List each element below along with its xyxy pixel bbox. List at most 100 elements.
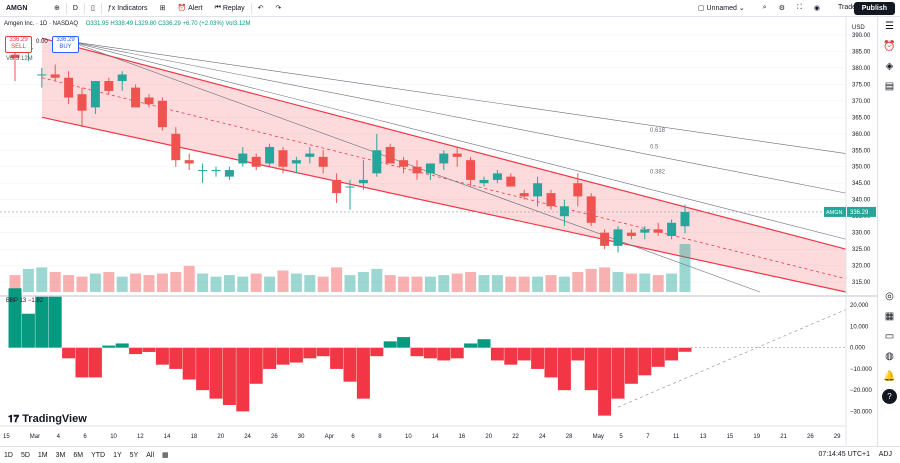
replay-button[interactable]: ⏮ Replay [209, 0, 251, 17]
volume-bar [398, 276, 410, 292]
chart-type-button[interactable]: ▯ [85, 0, 101, 17]
range-button-3m[interactable]: 3M [55, 451, 66, 459]
range-button-all[interactable]: All [146, 451, 155, 459]
divider [83, 2, 85, 14]
volume-bar [170, 272, 182, 292]
channel-upper-line[interactable] [41, 37, 847, 250]
price-tick-label: 360.00 [852, 132, 871, 138]
candle-body [37, 74, 47, 76]
layers-icon[interactable]: ◈ [885, 61, 894, 72]
range-button-5d[interactable]: 5D [20, 451, 30, 459]
templates-button[interactable]: ⊞ [154, 0, 172, 17]
range-button-5y[interactable]: 5Y [129, 451, 139, 459]
candle-body [626, 232, 636, 236]
osc-tick-label: −30.000 [850, 409, 873, 415]
indicators-button[interactable]: ƒx Indicators [102, 0, 154, 17]
channel-mid-line[interactable] [41, 77, 847, 280]
bbp-bar [196, 347, 210, 391]
range-button-ytd[interactable]: YTD [91, 451, 106, 459]
bbp-bar [289, 347, 303, 363]
help-icon[interactable]: ? [882, 389, 897, 404]
gear-icon: ⚙ [778, 5, 785, 12]
candle-body [559, 206, 569, 217]
bell-icon[interactable]: 🔔 [883, 371, 896, 382]
snapshot-button[interactable]: ◉ [808, 0, 826, 17]
osc-tick-label: −10.000 [850, 367, 873, 373]
alert-button[interactable]: ⏰ Alert [171, 0, 208, 17]
trade-button[interactable]: Trade [837, 4, 856, 11]
bbp-bar [638, 347, 652, 376]
chat-icon[interactable]: ▭ [884, 331, 895, 342]
quick-search-button[interactable]: ⌕ [757, 0, 773, 17]
undo-button[interactable]: ↶ [252, 0, 270, 17]
redo-button[interactable]: ↷ [270, 0, 288, 17]
range-button-1m[interactable]: 1M [37, 451, 48, 459]
adjust-toggle[interactable]: ADJ [878, 451, 892, 458]
bbp-bar [383, 341, 397, 348]
sell-button[interactable]: 336.29 SELL [5, 36, 32, 53]
sell-price: 336.29 [9, 37, 28, 43]
candle-body [439, 153, 449, 164]
time-tick-label: May [593, 434, 604, 440]
time-tick-label: 26 [807, 434, 814, 440]
time-tick-label: 10 [110, 434, 117, 440]
publish-button[interactable]: Publish [853, 2, 895, 15]
bbp-bar [557, 347, 571, 391]
broadcast-icon[interactable]: ◍ [885, 351, 894, 362]
volume-bar [197, 273, 209, 292]
time-axis[interactable]: 15 Mar 4 6 10 12 14 18 20 24 26 30 Apr 6 8 10 14 16 20 22 24… [0, 425, 846, 440]
bbp-bar [8, 288, 22, 348]
last-symbol-tag [824, 206, 846, 217]
volume-bar [599, 267, 611, 292]
date-range-calendar-icon[interactable]: ▦ [162, 452, 169, 459]
bbp-bar [182, 347, 196, 380]
candle-body [104, 81, 114, 91]
bbp-bar [88, 347, 102, 378]
clock-timezone[interactable]: 07:14:45 UTC+1 [818, 451, 870, 458]
bbp-trendline[interactable] [617, 309, 847, 408]
candle-body [157, 100, 167, 128]
fib-label: 0.618 [650, 128, 666, 134]
fullscreen-button[interactable]: ⛶ [791, 0, 808, 17]
volume-bar [49, 272, 61, 292]
watchlist-icon[interactable]: ☰ [885, 21, 894, 32]
tradingview-logo: 𝟏𝟕 TradingView [8, 413, 87, 425]
indicators-icon: ƒx [107, 4, 116, 12]
oscillator-axis[interactable]: 20.000 10.000 0.000 −10.000 −20.000 −30.000 [850, 303, 873, 415]
volume-bar [36, 267, 48, 292]
price-tick-label: 320.00 [852, 264, 871, 270]
price-axis[interactable]: USD 390.00 385.00 380.00 375.00 370.00 365.00 3… [824, 17, 876, 445]
grid-icon: ⊞ [159, 5, 166, 12]
candle-body [640, 229, 650, 233]
osc-tick-label: −20.000 [850, 388, 873, 394]
price-chart[interactable]: 0.618 0.5 0.382 USD 390.00 385.00 380.00 375.0… [0, 17, 877, 446]
range-button-1d[interactable]: 1D [4, 451, 13, 459]
price-tick-label: 385.00 [852, 49, 871, 55]
compare-symbol-button[interactable]: ⊕ [48, 0, 66, 17]
range-button-6m[interactable]: 6M [73, 451, 84, 459]
price-tick-label: 345.00 [852, 181, 871, 187]
notes-icon[interactable]: ▤ [884, 81, 895, 92]
buy-button[interactable]: 336.29 BUY [52, 36, 79, 53]
volume-bars [9, 244, 691, 292]
layout-button[interactable]: ▢ Unnamed ⌄ [692, 0, 751, 17]
divider [250, 2, 252, 14]
interval-button[interactable]: D [67, 0, 84, 17]
ohlc-values: O331.95 H338.49 L329.80 C336.29 +6.70 (+… [85, 21, 251, 27]
time-tick-label: 24 [244, 434, 251, 440]
time-tick-label: 29 [834, 434, 841, 440]
volume-bar [572, 272, 584, 292]
candle-body [519, 193, 529, 197]
calendar-icon[interactable]: ▦ [884, 311, 895, 322]
alarm-icon: ⏰ [177, 5, 187, 12]
target-icon[interactable]: ◎ [885, 291, 894, 302]
settings-button[interactable]: ⚙ [773, 0, 791, 17]
alarm-clock-icon[interactable]: ⏰ [883, 41, 896, 52]
time-tick-label: 20 [485, 434, 492, 440]
symbol-search[interactable]: AMGN [0, 0, 48, 17]
grid [0, 34, 846, 283]
time-tick-label: 7 [646, 434, 650, 440]
range-button-1y[interactable]: 1Y [113, 451, 122, 459]
instrument-name: Amgen Inc. · 1D · NASDAQ [4, 21, 79, 27]
volume-bar [625, 273, 637, 292]
